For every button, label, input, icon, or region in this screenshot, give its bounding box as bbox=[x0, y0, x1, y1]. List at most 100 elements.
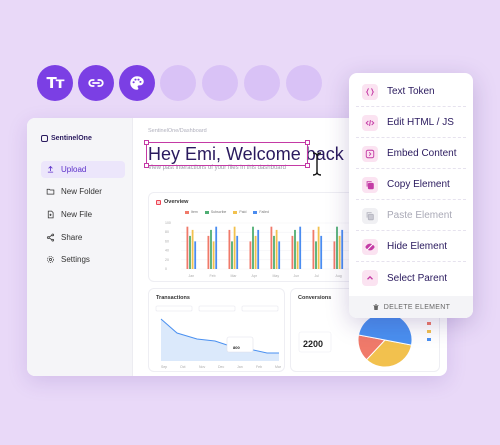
bar bbox=[252, 226, 254, 269]
logo-icon bbox=[41, 135, 48, 142]
x-tick-label: Sep bbox=[161, 365, 167, 369]
x-tick-label: Oct bbox=[180, 365, 185, 369]
bar bbox=[317, 226, 320, 269]
legend-swatch bbox=[427, 330, 431, 333]
conversions-pie-chart: 2200 bbox=[298, 298, 434, 368]
link-icon bbox=[88, 79, 104, 87]
text-token-icon: Tт bbox=[46, 74, 65, 92]
menu-item-copy-element[interactable]: Copy Element bbox=[356, 170, 466, 200]
resize-handle[interactable] bbox=[144, 140, 149, 145]
nav-label: Share bbox=[61, 233, 83, 242]
element-context-menu: Text Token Edit HTML / JS Embed Content … bbox=[349, 73, 473, 318]
folder-icon bbox=[46, 188, 55, 195]
bar bbox=[273, 235, 275, 269]
toolbar-placeholder bbox=[202, 65, 238, 101]
bar bbox=[194, 241, 197, 269]
bar bbox=[231, 241, 233, 269]
menu-item-label: Select Parent bbox=[387, 272, 448, 284]
sidebar: SentinelOne Upload New Folder New File S… bbox=[27, 118, 133, 376]
menu-item-edit-html[interactable]: Edit HTML / JS bbox=[356, 108, 466, 138]
resize-handle[interactable] bbox=[144, 163, 149, 168]
brand-name: SentinelOne bbox=[51, 135, 92, 142]
delete-label: DELETE ELEMENT bbox=[383, 303, 451, 311]
nav-new-file[interactable]: New File bbox=[41, 206, 125, 223]
bar bbox=[333, 241, 336, 269]
text-cursor-icon bbox=[312, 152, 322, 176]
selection-outline bbox=[144, 140, 310, 168]
pie-legend bbox=[427, 322, 431, 341]
legend-swatch bbox=[427, 338, 431, 341]
overview-title-text: Overview bbox=[164, 199, 189, 205]
legend-item: Subscribe bbox=[205, 210, 227, 214]
resize-handle[interactable] bbox=[305, 140, 310, 145]
overview-icon bbox=[156, 199, 161, 205]
y-tick-label: 60 bbox=[165, 239, 169, 243]
toolbar-placeholder bbox=[244, 65, 280, 101]
braces-icon bbox=[362, 83, 378, 100]
chevron-up-icon bbox=[362, 270, 378, 286]
nav-label: New File bbox=[61, 210, 93, 219]
resize-handle[interactable] bbox=[305, 163, 310, 168]
legend-item: Paid bbox=[233, 210, 246, 214]
x-tick-label: May bbox=[273, 274, 280, 278]
upload-icon bbox=[47, 165, 54, 173]
nav-upload[interactable]: Upload bbox=[41, 161, 125, 178]
menu-item-label: Text Token bbox=[387, 86, 435, 97]
bar bbox=[320, 235, 323, 269]
menu-item-embed-content[interactable]: Embed Content bbox=[356, 139, 466, 169]
bar bbox=[189, 235, 191, 269]
palette-icon bbox=[130, 76, 144, 90]
transactions-area bbox=[161, 319, 279, 361]
brand-logo: SentinelOne bbox=[41, 135, 92, 142]
bar bbox=[299, 226, 302, 269]
pie-slices bbox=[357, 312, 413, 368]
transactions-line bbox=[160, 318, 279, 354]
gear-icon bbox=[47, 256, 54, 263]
x-tick-label: Jan bbox=[189, 274, 195, 278]
x-tick-label: Feb bbox=[210, 274, 216, 278]
filter-field bbox=[241, 305, 279, 312]
x-tick-label: Dec bbox=[218, 365, 224, 369]
pie-slice bbox=[365, 339, 413, 368]
menu-item-label: Paste Element bbox=[387, 210, 453, 221]
nav-label: Settings bbox=[61, 255, 90, 264]
bar bbox=[233, 226, 236, 269]
x-tick-label: Apr bbox=[252, 274, 258, 278]
bar bbox=[336, 226, 338, 269]
nav-new-folder[interactable]: New Folder bbox=[41, 183, 125, 200]
link-button[interactable] bbox=[78, 65, 114, 101]
menu-item-label: Hide Element bbox=[387, 241, 448, 252]
palette-button[interactable] bbox=[119, 65, 155, 101]
y-tick-label: 0 bbox=[165, 267, 167, 271]
bar bbox=[341, 229, 344, 269]
page-subtitle: View past interactions of your files in … bbox=[148, 165, 286, 171]
menu-item-paste-element[interactable]: Paste Element bbox=[356, 201, 466, 231]
transactions-panel: Transactions 800 Sep Oct Nov Dec Jan Feb Mar bbox=[148, 288, 285, 372]
page-title[interactable]: Hey Emi, Welcome back bbox=[148, 144, 344, 164]
embed-icon bbox=[362, 145, 378, 162]
menu-item-text-token[interactable]: Text Token bbox=[356, 77, 466, 107]
overview-legend: Item Subscribe Paid Failed bbox=[185, 210, 269, 214]
transactions-x-axis: Sep Oct Nov Dec Jan Feb Mar bbox=[161, 365, 282, 369]
menu-item-hide-element[interactable]: Hide Element bbox=[356, 232, 466, 262]
bar bbox=[215, 226, 218, 269]
overview-title: Overview bbox=[156, 199, 188, 205]
x-tick-label: Jul bbox=[315, 274, 320, 278]
x-tick-label: Mar bbox=[231, 274, 238, 278]
toolbar-placeholder bbox=[286, 65, 322, 101]
nav-label: Upload bbox=[61, 165, 87, 174]
x-tick-label: Nov bbox=[199, 365, 205, 369]
nav-settings[interactable]: Settings bbox=[41, 251, 125, 268]
text-token-button[interactable]: Tт bbox=[37, 65, 73, 101]
breadcrumb: SentinelOne/Dashboard bbox=[148, 128, 207, 134]
bar bbox=[278, 241, 281, 269]
y-tick-label: 100 bbox=[165, 221, 171, 225]
x-tick-label: Mar bbox=[275, 365, 282, 369]
delete-element-button[interactable]: DELETE ELEMENT bbox=[349, 296, 473, 318]
menu-item-label: Copy Element bbox=[387, 179, 450, 190]
filter-field bbox=[198, 305, 236, 312]
nav-share[interactable]: Share bbox=[41, 229, 125, 246]
menu-item-select-parent[interactable]: Select Parent bbox=[356, 263, 466, 293]
legend-swatch bbox=[427, 322, 431, 325]
bar bbox=[312, 229, 315, 269]
